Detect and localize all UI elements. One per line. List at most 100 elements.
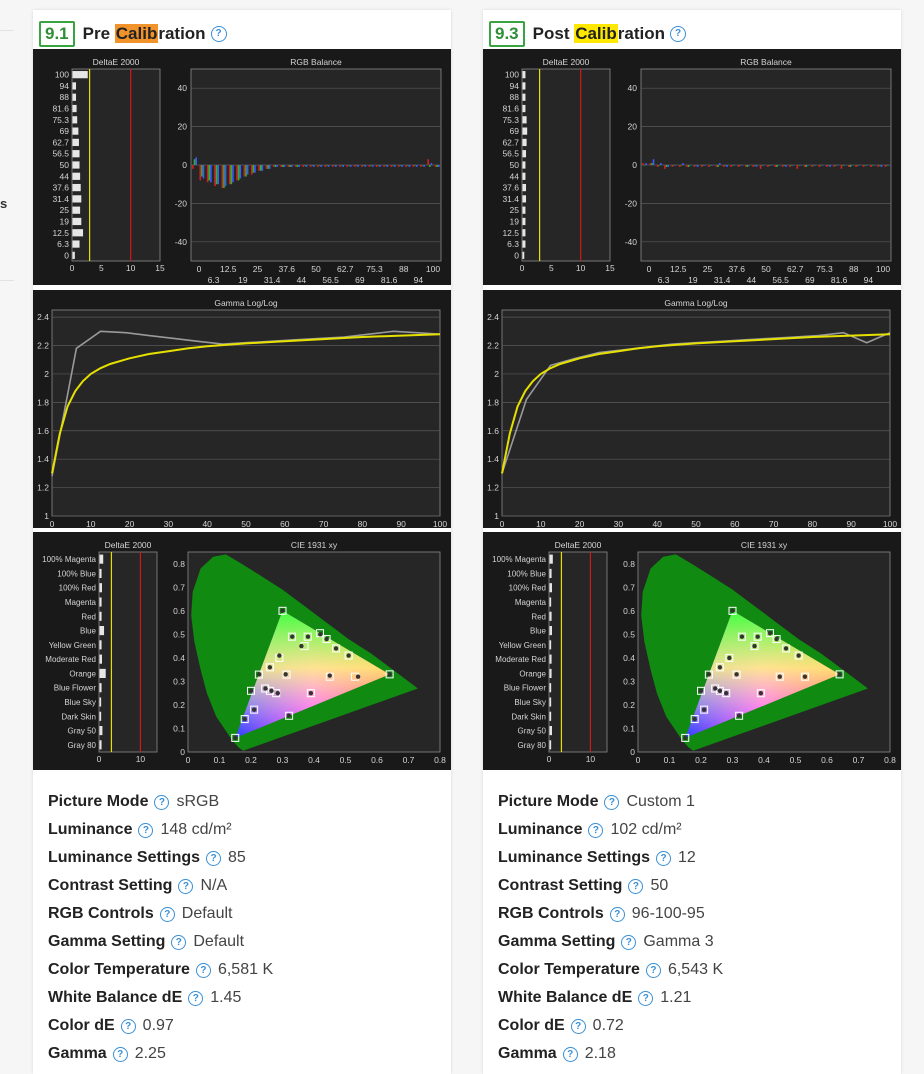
- help-icon[interactable]: ?: [604, 794, 620, 810]
- cie-measured-point: [724, 690, 729, 696]
- rgb-bar-b: [401, 165, 403, 167]
- rgb-bar-g: [289, 165, 291, 167]
- deltae-bar: [72, 195, 82, 203]
- help-icon[interactable]: ?: [120, 1018, 136, 1034]
- cie-target-marker: [690, 715, 699, 724]
- rgb-bar-r: [280, 165, 282, 167]
- rgb-bar-r: [427, 159, 430, 165]
- gamma-chart-svg: Gamma Log/Log 2.4 2.2 2 1.8 1.6 1.4 1.2 10 10 20 30…: [487, 298, 897, 528]
- category-label: Blue Sky: [514, 698, 546, 707]
- setting-row: Contrast Setting? N/A: [48, 872, 443, 900]
- setting-value: Default: [181, 905, 233, 922]
- help-icon[interactable]: ?: [188, 990, 204, 1006]
- help-icon[interactable]: ?: [645, 962, 661, 978]
- y-tick-label: 1.6: [37, 426, 49, 436]
- rgb-bar-r: [737, 165, 740, 167]
- y-tick-label: 40: [628, 83, 638, 93]
- help-icon[interactable]: ?: [570, 1018, 586, 1034]
- x-tick-label: 0.2: [695, 755, 707, 765]
- x-tick-label: 62.7: [787, 264, 804, 274]
- cie-target-marker: [250, 705, 259, 714]
- help-icon[interactable]: ?: [210, 26, 227, 42]
- cie-measured-point: [734, 672, 739, 677]
- rgb-bar-b: [423, 165, 425, 167]
- help-icon[interactable]: ?: [206, 850, 222, 866]
- help-icon[interactable]: ?: [138, 822, 154, 838]
- help-icon[interactable]: ?: [638, 990, 654, 1006]
- rgb-bar-b: [836, 165, 839, 166]
- rgb-bar-b: [770, 165, 772, 166]
- deltae-bar: [99, 654, 102, 664]
- cie-target-marker: [265, 663, 274, 672]
- cie-measured-point: [698, 688, 704, 694]
- x-tick-label: 88: [849, 264, 859, 274]
- cie-target-marker: [715, 686, 724, 695]
- chart-title: RGB Balance: [290, 57, 342, 67]
- help-icon[interactable]: ?: [154, 794, 170, 810]
- help-icon[interactable]: ?: [562, 1046, 578, 1062]
- y-tick-label: 1: [494, 511, 499, 521]
- help-icon[interactable]: ?: [609, 906, 625, 922]
- x-tick-label: 90: [846, 519, 856, 528]
- rgb-bar-b: [298, 165, 300, 167]
- rgb-bar-b: [740, 165, 743, 166]
- rgb-bar-g: [776, 165, 778, 167]
- category-label: 6.3: [507, 239, 519, 249]
- y-tick-label: 2: [494, 369, 499, 379]
- deltae-bar: [72, 116, 78, 124]
- cie-target-marker: [697, 686, 705, 695]
- y-tick-label: 0: [630, 747, 635, 757]
- rgb-bar-g: [296, 165, 299, 167]
- category-label: Moderate Red: [45, 655, 96, 664]
- help-icon[interactable]: ?: [171, 934, 187, 950]
- help-icon[interactable]: ?: [195, 962, 211, 978]
- deltae-bar: [72, 150, 80, 158]
- rgb-bar-r: [847, 165, 850, 167]
- rgb-bar-r: [686, 165, 688, 167]
- cie-measured-point: [717, 688, 723, 694]
- help-icon[interactable]: ?: [112, 1046, 128, 1062]
- category-label: Gray 80: [518, 741, 547, 750]
- gamma-chart-svg: Gamma Log/Log 2.4 2.2 2 1.8 1.6 1.4 1.2 10 10 20 30…: [37, 298, 447, 528]
- rgb-bar-b: [268, 165, 271, 169]
- rgb-bar-b: [843, 165, 846, 166]
- category-label: 75.3: [52, 115, 69, 125]
- rgb-bar-g: [783, 165, 786, 166]
- x-tick-label: 15: [155, 263, 165, 273]
- rgb-bar-b: [880, 165, 883, 167]
- help-icon[interactable]: ?: [178, 878, 194, 894]
- help-icon[interactable]: ?: [588, 822, 604, 838]
- help-icon[interactable]: ?: [656, 850, 672, 866]
- x-tick-label: 0.8: [434, 755, 446, 765]
- setting-row: Gamma? 2.18: [498, 1040, 893, 1068]
- cie-measured-point: [233, 735, 238, 741]
- rgb-bar-b: [232, 165, 234, 183]
- y-tick-label: 1.4: [487, 454, 499, 464]
- x-tick-label: 10: [136, 754, 146, 764]
- gamma-chart-row: Gamma Log/Log 2.4 2.2 2 1.8 1.6 1.4 1.2 1 0 10 20 30…: [33, 290, 451, 528]
- deltae-bar: [72, 138, 79, 147]
- category-label: 44: [510, 171, 520, 181]
- category-label: 81.6: [502, 104, 519, 114]
- category-label: 6.3: [57, 239, 69, 249]
- rgb-bar-b: [290, 165, 293, 167]
- help-icon[interactable]: ?: [670, 26, 686, 42]
- deltae-bar: [549, 568, 552, 578]
- help-icon[interactable]: ?: [159, 906, 175, 922]
- deltae-bar: [99, 640, 102, 650]
- cie-target-marker: [332, 644, 341, 653]
- setting-value: 148 cd/m²: [160, 821, 232, 838]
- rgb-bar-g: [790, 165, 793, 166]
- help-icon[interactable]: ?: [621, 934, 637, 950]
- rgb-bar-g: [436, 165, 438, 167]
- y-tick-label: 40: [178, 83, 188, 93]
- x-tick-label: 81.6: [381, 275, 398, 285]
- rgb-bar-b: [858, 165, 861, 166]
- x-tick-label: 0.7: [853, 755, 865, 765]
- x-tick-label: 0.4: [308, 755, 320, 765]
- cie-measured-point: [251, 707, 257, 712]
- category-label: Yellow Green: [49, 641, 96, 650]
- category-label: 100% Magenta: [42, 555, 96, 564]
- help-icon[interactable]: ?: [628, 878, 644, 894]
- rgb-bar-g: [746, 165, 749, 167]
